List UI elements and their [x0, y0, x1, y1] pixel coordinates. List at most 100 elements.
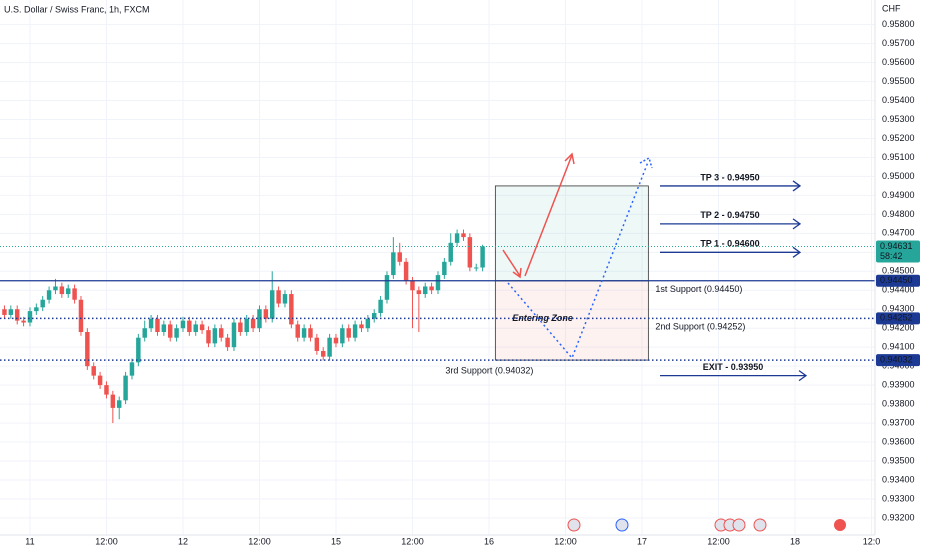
candle-body: [14, 309, 20, 321]
x-tick-label: 15: [331, 536, 341, 546]
y-tick-label: 0.94400: [882, 285, 915, 295]
candle-body: [72, 288, 77, 300]
y-tick-label: 0.94100: [882, 342, 915, 352]
candle-body: [410, 280, 415, 291]
support-label: 3rd Support (0.94032): [445, 365, 533, 375]
x-tick-label: 12:0: [863, 536, 881, 546]
candle-body: [473, 267, 479, 269]
target-label: TP 3 - 0.94950: [700, 172, 759, 182]
candle-body: [40, 299, 45, 308]
event-icon[interactable]: [615, 518, 629, 532]
candle-body: [403, 261, 409, 281]
candle-body: [65, 288, 71, 295]
target-label: TP 2 - 0.94750: [700, 210, 759, 220]
candle-body: [352, 324, 358, 338]
y-tick-label: 0.93300: [882, 493, 915, 503]
candle-body: [91, 366, 96, 376]
y-tick-label: 0.93800: [882, 398, 915, 408]
candle-body: [314, 337, 320, 351]
candle-body: [2, 309, 7, 315]
y-tick-label: 0.93200: [882, 512, 915, 522]
candle-body: [116, 400, 122, 408]
candle-body: [320, 350, 326, 357]
candle-body: [359, 324, 364, 329]
candle-body: [225, 337, 230, 348]
event-icon[interactable]: [834, 519, 846, 531]
x-tick-label: 12:00: [707, 536, 730, 546]
candle-body: [167, 324, 173, 338]
y-tick-label: 0.95400: [882, 95, 915, 105]
plot: 1st Support (0.94450) 2nd Support (0.9425…: [0, 172, 875, 424]
candle-body: [295, 324, 300, 338]
candle-body: [340, 328, 345, 344]
trade-arrows: [502, 152, 653, 360]
candle-body: [250, 318, 256, 329]
candle-body: [142, 328, 147, 338]
zone: [494, 185, 649, 282]
y-tick-label: 0.93400: [882, 474, 915, 484]
x-tick-label: 12:00: [554, 536, 577, 546]
candle-body: [97, 375, 103, 386]
price-tag: [876, 354, 920, 367]
candle-body: [384, 275, 390, 300]
y-tick-label: 0.95100: [882, 152, 915, 162]
candle-body: [263, 309, 269, 319]
y-tick-label: 0.93900: [882, 379, 915, 389]
candle-body: [231, 322, 237, 348]
candle-body: [155, 318, 160, 333]
candle-body: [123, 375, 128, 401]
candle-body: [378, 299, 383, 314]
candle-body: [454, 233, 460, 243]
candle-body: [206, 330, 211, 344]
candle-body: [85, 332, 90, 367]
current-price-tag: [876, 240, 920, 263]
candle-body: [448, 242, 453, 262]
y-tick-label: 0.93600: [882, 436, 915, 446]
event-icon[interactable]: [753, 518, 767, 532]
candle-body: [59, 286, 65, 295]
candle-body: [238, 322, 243, 333]
y-tick-label: 0.94300: [882, 304, 915, 314]
candle-body: [199, 324, 205, 331]
y-tick-label: 0.95200: [882, 133, 915, 143]
price-tag: [876, 274, 920, 287]
target-label: TP 1 - 0.94600: [700, 239, 759, 249]
y-tick-label: 0.94200: [882, 323, 915, 333]
target-label: EXIT - 0.93950: [703, 362, 764, 372]
candle-body: [391, 252, 396, 276]
candle-body: [21, 320, 26, 323]
candle-body: [129, 362, 135, 376]
x-tick-label: 12:00: [248, 536, 271, 546]
price-tag-label: 0.94032: [880, 354, 913, 364]
time-axis: [0, 535, 932, 550]
candle-body: [276, 290, 281, 304]
candle-body: [78, 299, 84, 333]
y-tick-label: 0.94900: [882, 190, 915, 200]
candle-body: [442, 261, 447, 276]
candle-body: [282, 294, 288, 304]
y-tick-label: 0.95700: [882, 38, 915, 48]
event-icon[interactable]: [732, 518, 746, 532]
x-tick-label: 12:00: [401, 536, 424, 546]
candle-body: [174, 328, 179, 338]
candle-body: [346, 328, 351, 338]
target-arrow-head: [792, 218, 802, 230]
candle-body: [461, 233, 466, 238]
candle-body: [467, 237, 473, 268]
y-tick-label: 0.95800: [882, 19, 915, 29]
zones: Entering Zone: [494, 185, 649, 361]
candle-body: [27, 311, 33, 323]
candle-body: [218, 328, 224, 338]
candle-body: [257, 309, 262, 329]
candle-body: [429, 286, 434, 291]
y-tick-label: 0.95000: [882, 171, 915, 181]
current-price-label: 0.94631: [880, 241, 913, 251]
candle-body: [416, 290, 422, 295]
y-tick-label: 0.95300: [882, 114, 915, 124]
zone: [494, 280, 649, 361]
event-icon[interactable]: [567, 518, 581, 532]
candle-body: [104, 385, 109, 395]
candle-body: [301, 328, 307, 338]
arrow-head: [639, 156, 653, 169]
candle-body: [34, 307, 39, 312]
